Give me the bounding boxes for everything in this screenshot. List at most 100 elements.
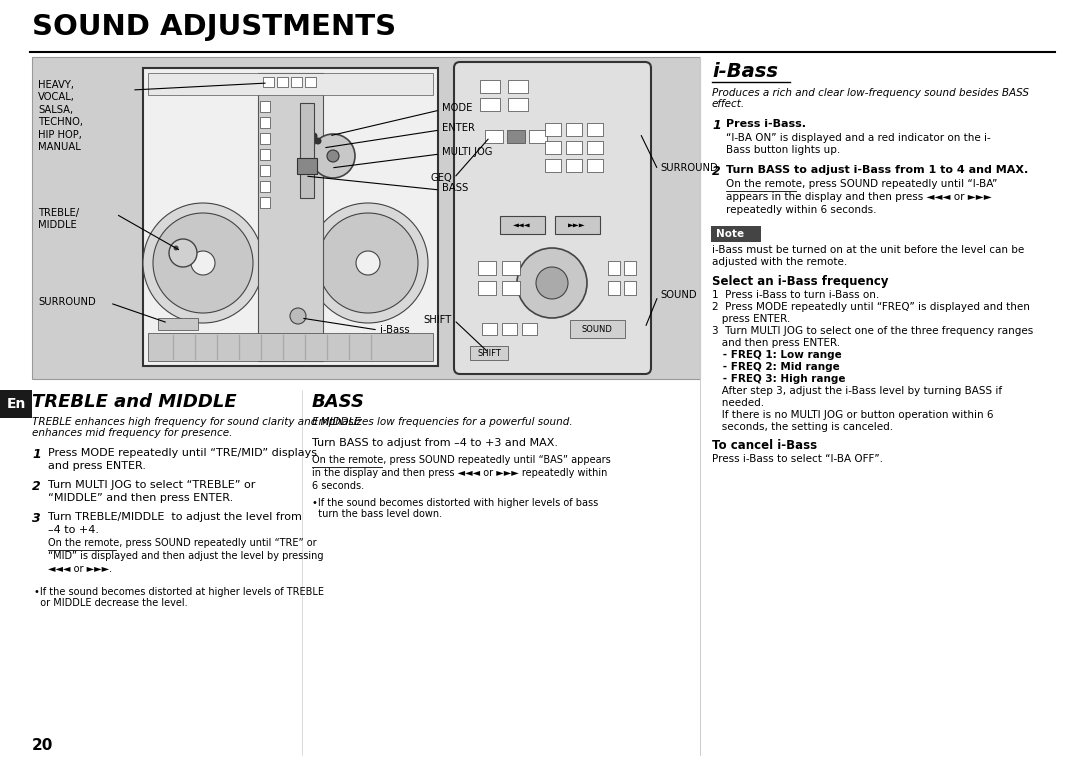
Text: effect.: effect. (712, 99, 745, 109)
Text: SOUND ADJUSTMENTS: SOUND ADJUSTMENTS (32, 13, 396, 41)
Text: - FREQ 3: High range: - FREQ 3: High range (712, 374, 846, 384)
Bar (508, 80, 528, 93)
Circle shape (191, 251, 215, 275)
Bar (624, 261, 636, 275)
Text: Emphasizes low frequencies for a powerful sound.: Emphasizes low frequencies for a powerfu… (312, 417, 572, 427)
Circle shape (143, 203, 264, 323)
Bar (260, 117, 270, 128)
FancyBboxPatch shape (711, 226, 761, 242)
Bar (522, 323, 537, 335)
Bar (555, 216, 600, 234)
Bar (478, 261, 496, 275)
Circle shape (536, 267, 568, 299)
Text: i-Bass must be turned on at the unit before the level can be: i-Bass must be turned on at the unit bef… (712, 245, 1024, 255)
Circle shape (174, 245, 178, 251)
Text: ◄◄◄: ◄◄◄ (513, 220, 530, 230)
Text: adjusted with the remote.: adjusted with the remote. (712, 257, 847, 267)
Circle shape (168, 239, 197, 267)
Text: or MIDDLE decrease the level.: or MIDDLE decrease the level. (33, 598, 188, 608)
Bar (260, 197, 270, 208)
Text: SURROUND: SURROUND (660, 163, 718, 173)
Bar (545, 141, 561, 154)
Circle shape (318, 213, 418, 313)
Text: •If the sound becomes distorted with higher levels of bass: •If the sound becomes distorted with hig… (312, 498, 598, 508)
Bar (148, 333, 433, 361)
Circle shape (314, 138, 322, 144)
Text: TREBLE enhances high frequency for sound clarity and MIDDLE: TREBLE enhances high frequency for sound… (32, 417, 361, 427)
Bar (500, 216, 545, 234)
Bar (588, 159, 603, 172)
Bar (297, 158, 318, 174)
Text: SURROUND: SURROUND (38, 297, 96, 307)
Bar (502, 261, 519, 275)
Bar (570, 320, 625, 338)
Text: press ENTER.: press ENTER. (712, 314, 791, 324)
Bar (545, 123, 561, 136)
Bar (276, 77, 288, 87)
Text: En: En (6, 397, 26, 411)
Text: 2: 2 (712, 165, 720, 178)
Bar (529, 130, 546, 143)
Bar (624, 281, 636, 295)
Text: 3: 3 (32, 512, 41, 525)
Text: 2: 2 (32, 480, 41, 493)
Text: Turn BASS to adjust from –4 to +3 and MAX.: Turn BASS to adjust from –4 to +3 and MA… (312, 438, 558, 448)
Text: To cancel i-Bass: To cancel i-Bass (712, 439, 818, 452)
Bar (260, 165, 270, 176)
Bar (300, 103, 314, 198)
Text: and then press ENTER.: and then press ENTER. (712, 338, 840, 348)
Bar (566, 141, 582, 154)
Text: Select an i-Bass frequency: Select an i-Bass frequency (712, 275, 889, 288)
Text: i-Bass: i-Bass (380, 325, 409, 335)
Text: 1  Press i-Bass to turn i-Bass on.: 1 Press i-Bass to turn i-Bass on. (712, 290, 879, 300)
Text: “I-BA ON” is displayed and a red indicator on the i-: “I-BA ON” is displayed and a red indicat… (726, 133, 990, 143)
Text: TREBLE/
MIDDLE: TREBLE/ MIDDLE (38, 208, 79, 231)
Text: Turn MULTI JOG to select “TREBLE” or: Turn MULTI JOG to select “TREBLE” or (48, 480, 255, 490)
Text: SHIFT: SHIFT (423, 315, 453, 325)
Text: 20: 20 (32, 738, 53, 753)
Text: HEAVY,
VOCAL,
SALSA,
TECHNO,
HIP HOP,
MANUAL: HEAVY, VOCAL, SALSA, TECHNO, HIP HOP, MA… (38, 80, 83, 152)
Bar (588, 141, 603, 154)
Bar (260, 133, 270, 144)
Bar (545, 159, 561, 172)
Text: 1: 1 (32, 448, 41, 461)
Bar (260, 101, 270, 112)
Bar (588, 123, 603, 136)
Text: ◄◄◄ or ►►►.: ◄◄◄ or ►►►. (48, 564, 112, 574)
Text: MULTI JOG: MULTI JOG (442, 147, 492, 157)
Text: Turn BASS to adjust i-Bass from 1 to 4 and MAX.: Turn BASS to adjust i-Bass from 1 to 4 a… (726, 165, 1028, 175)
Text: enhances mid frequency for presence.: enhances mid frequency for presence. (32, 428, 232, 438)
Text: •If the sound becomes distorted at higher levels of TREBLE: •If the sound becomes distorted at highe… (33, 587, 324, 597)
Text: 1: 1 (712, 119, 720, 132)
Text: On the remote, press SOUND repeatedly until “BAS” appears: On the remote, press SOUND repeatedly un… (312, 455, 611, 465)
Text: If there is no MULTI JOG or button operation within 6: If there is no MULTI JOG or button opera… (712, 410, 994, 420)
Text: On the remote, press SOUND repeatedly until “TRE” or: On the remote, press SOUND repeatedly un… (48, 538, 316, 548)
Text: –4 to +4.: –4 to +4. (48, 525, 99, 535)
Bar (260, 181, 270, 192)
Bar (260, 149, 270, 160)
Bar (608, 281, 620, 295)
Bar (502, 323, 517, 335)
Bar (608, 261, 620, 275)
Text: GEQ: GEQ (430, 173, 453, 183)
Text: - FREQ 2: Mid range: - FREQ 2: Mid range (712, 362, 840, 372)
Bar (148, 73, 433, 95)
Text: Bass button lights up.: Bass button lights up. (726, 145, 840, 155)
Text: “MIDDLE” and then press ENTER.: “MIDDLE” and then press ENTER. (48, 493, 233, 503)
Text: 2  Press MODE repeatedly until “FREQ” is displayed and then: 2 Press MODE repeatedly until “FREQ” is … (712, 302, 1030, 312)
Bar (507, 130, 525, 143)
Text: SOUND: SOUND (581, 325, 612, 334)
Text: TREBLE and MIDDLE: TREBLE and MIDDLE (32, 393, 237, 411)
Text: appears in the display and then press ◄◄◄ or ►►►: appears in the display and then press ◄◄… (726, 192, 991, 202)
Text: Press i-Bass.: Press i-Bass. (726, 119, 806, 129)
Bar (480, 80, 500, 93)
Bar (0, 390, 32, 418)
Text: needed.: needed. (712, 398, 765, 408)
Bar (502, 281, 519, 295)
Bar (566, 159, 582, 172)
Text: After step 3, adjust the i-Bass level by turning BASS if: After step 3, adjust the i-Bass level by… (712, 386, 1002, 396)
Bar (143, 68, 438, 366)
Text: Press MODE repeatedly until “TRE/MID” displays: Press MODE repeatedly until “TRE/MID” di… (48, 448, 318, 458)
Bar (566, 123, 582, 136)
Text: Produces a rich and clear low-frequency sound besides BASS: Produces a rich and clear low-frequency … (712, 88, 1029, 98)
